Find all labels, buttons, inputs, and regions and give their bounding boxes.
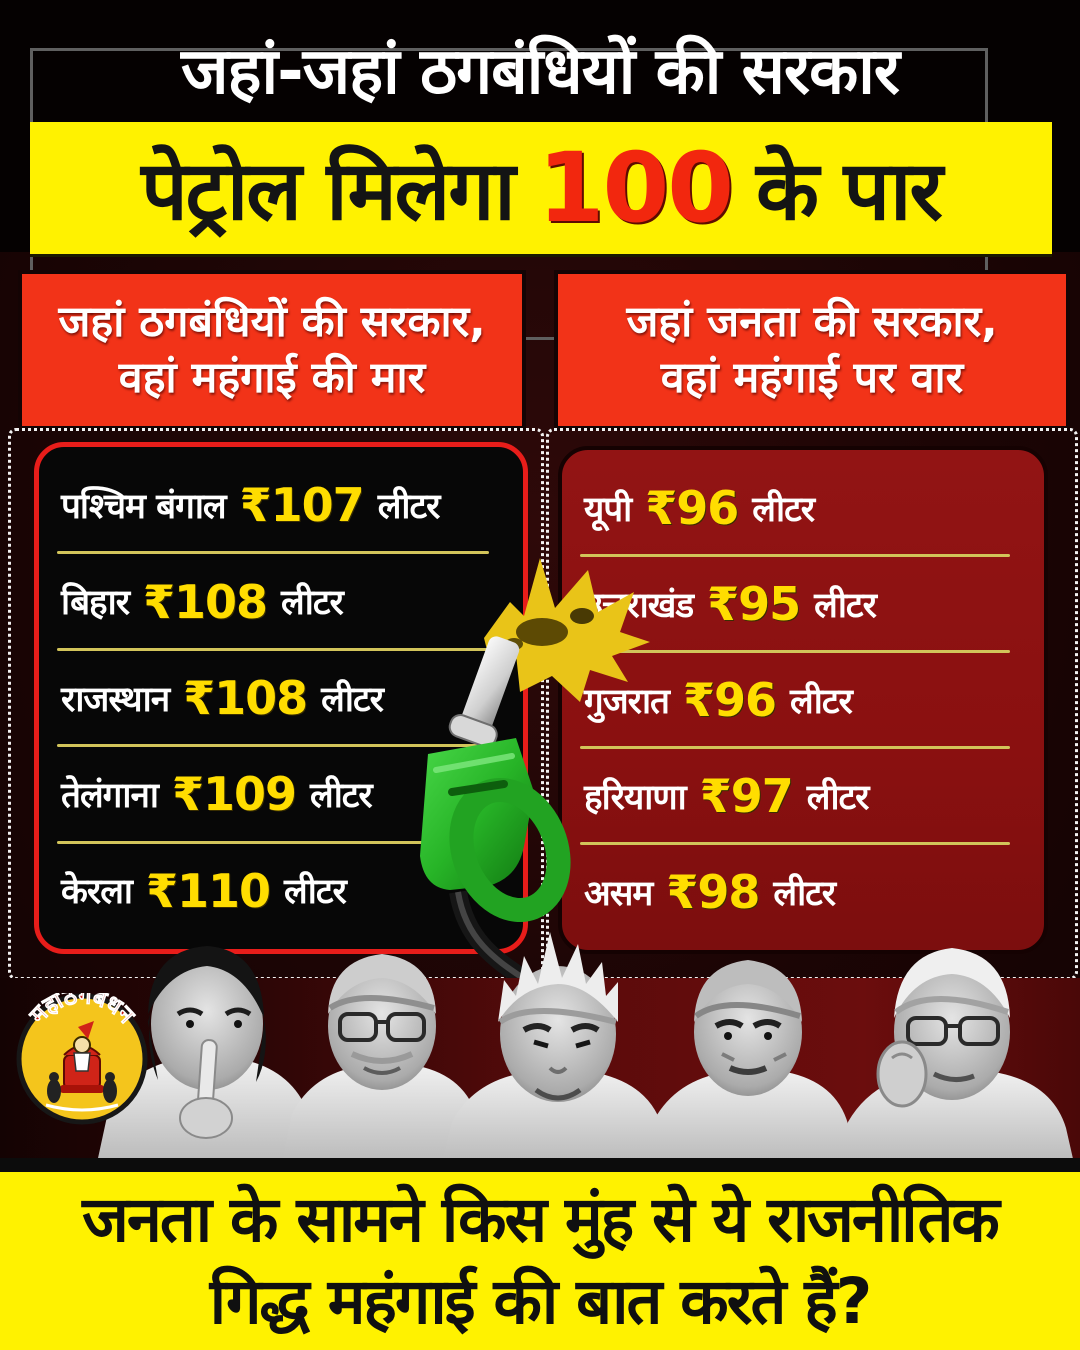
nozzle-spout bbox=[448, 636, 520, 748]
politicians-photo-strip bbox=[95, 932, 1076, 1172]
politician-photo-1 bbox=[95, 946, 320, 1172]
right-header-line2: वहां महंगाई पर वार bbox=[660, 353, 964, 403]
footer-line2: गिद्ध महंगाई की बात करते हैं? bbox=[209, 1265, 873, 1338]
politician-photo-5 bbox=[836, 948, 1076, 1172]
right-header-line1: जहां जनता की सरकार, bbox=[626, 297, 998, 347]
nozzle-body bbox=[420, 738, 571, 923]
politician-photo-3 bbox=[440, 932, 672, 1172]
footer-banner: जनता के सामने किस मुंह से ये राजनीतिक गि… bbox=[0, 1158, 1080, 1350]
throne-cartoon bbox=[45, 1021, 119, 1112]
headline-post: के पार bbox=[756, 144, 943, 239]
right-column-header: जहां जनता की सरकार, वहां महंगाई पर वार bbox=[554, 270, 1070, 430]
table-row: केरला ₹110 लीटर bbox=[61, 863, 347, 918]
left-header-line1: जहां ठगबंधियों की सरकार, bbox=[58, 297, 486, 347]
right-price-panel: यूपी ₹96 लीटर उत्तराखंड ₹95 लीटर गुजरात … bbox=[558, 446, 1048, 954]
mahathagbandhan-logo: महाठगबंधन bbox=[16, 993, 148, 1125]
page-title: जहां-जहां ठगबंधियों की सरकार bbox=[181, 35, 900, 109]
headline-number: 100 bbox=[537, 132, 734, 244]
table-row: हरियाणा ₹97 लीटर bbox=[562, 748, 1044, 845]
left-header-line2: वहां महंगाई की मार bbox=[118, 353, 426, 403]
politician-photo-4 bbox=[642, 960, 856, 1172]
left-column-header: जहां ठगबंधियों की सरकार, वहां महंगाई की … bbox=[18, 270, 526, 430]
table-row: यूपी ₹96 लीटर bbox=[562, 460, 1044, 557]
table-row: तेलंगाना ₹109 लीटर bbox=[39, 746, 523, 845]
fuel-splash bbox=[484, 558, 650, 702]
politician-photo-2 bbox=[280, 954, 486, 1172]
headline-banner: पेट्रोल मिलेगा 100 के पार bbox=[30, 122, 1052, 254]
headline-pre: पेट्रोल मिलेगा bbox=[141, 144, 516, 239]
table-row: राजस्थान ₹108 लीटर bbox=[39, 650, 523, 748]
footer-line1: जनता के सामने किस मुंह से ये राजनीतिक bbox=[82, 1183, 1000, 1256]
table-row: असम ₹98 लीटर bbox=[584, 865, 836, 919]
table-row: गुजरात ₹96 लीटर bbox=[562, 652, 1044, 749]
table-row: बिहार ₹108 लीटर bbox=[39, 553, 523, 652]
table-row: पश्चिम बंगाल ₹107 लीटर bbox=[39, 457, 523, 555]
